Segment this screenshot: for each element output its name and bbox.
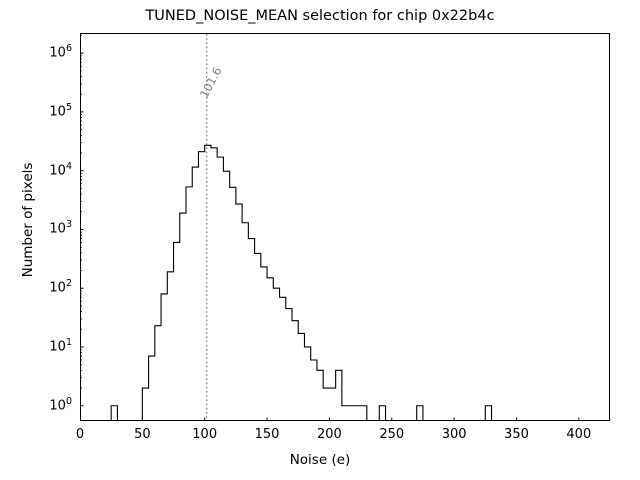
x-tick-label: 0: [75, 427, 85, 442]
chart-title: TUNED_NOISE_MEAN selection for chip 0x22…: [145, 8, 495, 24]
histogram-svg: [80, 33, 610, 421]
x-tick-label: 200: [316, 427, 342, 442]
plot-frame: [80, 33, 610, 421]
y-tick-label: 101: [49, 337, 72, 355]
y-tick-label: 103: [49, 219, 72, 237]
x-tick-label: 100: [192, 427, 218, 442]
x-tick-label: 300: [441, 427, 467, 442]
y-tick-label: 102: [49, 278, 72, 296]
histogram-step-line: [110, 144, 493, 421]
x-tick-marks: [80, 417, 580, 421]
x-axis-label: Noise (e): [289, 452, 351, 468]
x-tick-label: 150: [254, 427, 280, 442]
x-tick-label: 350: [504, 427, 529, 442]
y-tick-label: 105: [49, 102, 72, 120]
y-tick-label: 104: [49, 160, 72, 179]
y-tick-marks: [80, 35, 84, 407]
y-axis-label: Number of pixels: [20, 162, 36, 278]
x-tick-label: 400: [566, 427, 592, 442]
y-tick-label: 100: [49, 395, 72, 414]
plot-area: 101.6: [80, 33, 610, 421]
x-tick-label: 250: [379, 427, 405, 442]
x-tick-label: 50: [134, 427, 151, 442]
y-tick-label: 106: [49, 43, 72, 61]
